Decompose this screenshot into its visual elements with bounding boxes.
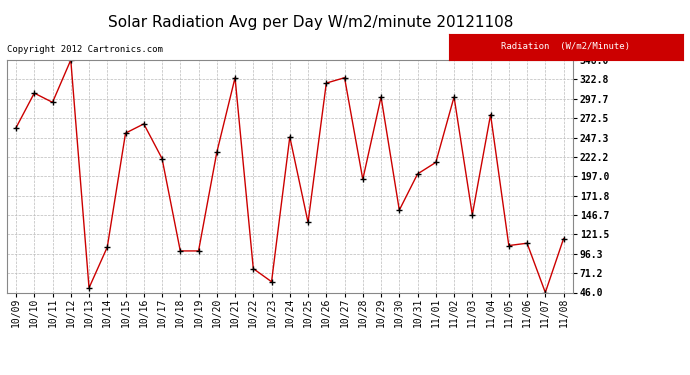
Text: Solar Radiation Avg per Day W/m2/minute 20121108: Solar Radiation Avg per Day W/m2/minute … (108, 15, 513, 30)
Text: Copyright 2012 Cartronics.com: Copyright 2012 Cartronics.com (7, 45, 163, 54)
Text: Radiation  (W/m2/Minute): Radiation (W/m2/Minute) (502, 42, 630, 51)
